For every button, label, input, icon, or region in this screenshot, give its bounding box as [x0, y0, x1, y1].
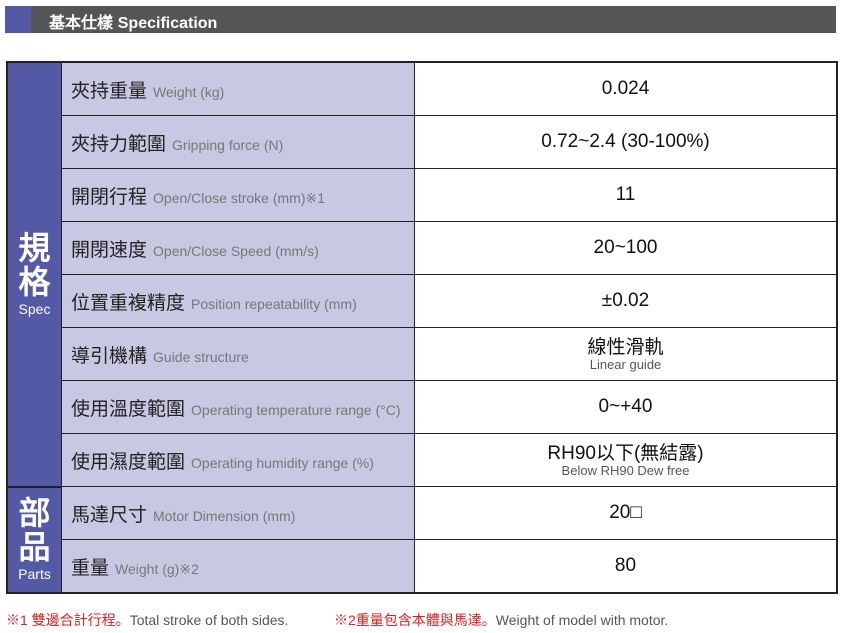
- group-label-zh: 部品: [18, 494, 51, 567]
- value-main: 線性滑軌: [587, 337, 664, 358]
- spec-row: 開閉行程 Open/Close stroke (mm)※1 11: [7, 168, 838, 222]
- spec-label: 重量 Weight (g)※2: [61, 539, 415, 594]
- label-zh: 馬達尺寸: [71, 503, 148, 526]
- label-en: Position repeatability (mm): [191, 295, 357, 312]
- label-zh: 開閉行程: [71, 185, 148, 208]
- value-sub: Linear guide: [589, 357, 662, 372]
- label-zh: 使用濕度範圍: [71, 450, 186, 473]
- label-en: Weight (g): [115, 560, 180, 577]
- spec-value: ±0.02: [414, 274, 838, 328]
- label-en: Open/Close Speed (mm/s): [153, 242, 319, 259]
- label-zh: 夾持重量: [71, 79, 148, 102]
- section-header: 基本仕樣 Specification: [5, 6, 836, 33]
- spec-row: 夾持力範圍 Gripping force (N) 0.72~2.4 (30-100%…: [7, 115, 838, 169]
- label-en: Gripping force (N): [172, 136, 284, 153]
- header-accent-block: [5, 6, 31, 33]
- value-main: 0.72~2.4 (30-100%): [541, 131, 710, 152]
- title-zh: 基本仕樣: [49, 15, 114, 32]
- spec-label: 馬達尺寸 Motor Dimension (mm): [61, 486, 415, 540]
- note-mark: ※2: [179, 560, 199, 577]
- spec-label: 位置重複精度 Position repeatability (mm): [61, 274, 415, 328]
- footnote-2: ※2重量包含本體與馬達。Weight of model with motor.: [334, 610, 668, 630]
- title-en: Specification: [117, 15, 218, 32]
- spec-value: 11: [414, 168, 838, 222]
- spec-value: RH90以下(無結露) Below RH90 Dew free: [414, 433, 838, 487]
- spec-row: 使用濕度範圍 Operating humidity range (%) RH90以下…: [7, 433, 838, 487]
- value-sub: Below RH90 Dew free: [561, 463, 690, 478]
- spec-label: 夾持力範圍 Gripping force (N): [61, 115, 415, 169]
- label-en: Operating humidity range (%): [191, 454, 374, 471]
- footnote-1: ※1 雙邊合計行程。Total stroke of both sides.: [6, 610, 288, 630]
- value-main: ±0.02: [601, 290, 650, 311]
- label-zh: 開閉速度: [71, 238, 148, 261]
- spec-row: 重量 Weight (g)※2 80: [7, 539, 838, 594]
- spec-value: 80: [414, 539, 838, 594]
- footnote-mark: ※1 雙邊合計行程。: [6, 612, 130, 628]
- spec-label: 使用濕度範圍 Operating humidity range (%): [61, 433, 415, 487]
- section-title: 基本仕樣 Specification: [49, 9, 217, 33]
- label-en: Open/Close stroke (mm): [153, 189, 306, 206]
- footnote-text: Weight of model with motor.: [495, 612, 669, 628]
- label-en: Guide structure: [153, 348, 249, 365]
- label-en: Motor Dimension (mm): [153, 507, 296, 524]
- spec-table: 規格 Spec 夾持重量 Weight (kg) 0.024 夾持力範圍 Gripping …: [6, 61, 838, 594]
- label-zh: 使用溫度範圍: [71, 397, 186, 420]
- spec-row: 導引機構 Guide structure 線性滑軌 Linear guide: [7, 327, 838, 381]
- spec-value: 20□: [414, 486, 838, 540]
- label-zh: 導引機構: [71, 344, 148, 367]
- spec-value: 線性滑軌 Linear guide: [414, 327, 838, 381]
- group-parts: 部品 Parts: [6, 486, 62, 594]
- value-main: 0.024: [601, 78, 650, 99]
- label-en: Weight (kg): [153, 83, 225, 100]
- note-mark: ※1: [305, 189, 326, 206]
- footnote-text: Total stroke of both sides.: [129, 612, 289, 628]
- spec-label: 使用溫度範圍 Operating temperature range (°C): [61, 380, 415, 434]
- value-main: 20~100: [593, 237, 658, 258]
- spec-label: 夾持重量 Weight (kg): [61, 61, 415, 116]
- spec-row: 規格 Spec 夾持重量 Weight (kg) 0.024: [6, 61, 838, 488]
- value-main: 0~+40: [598, 396, 653, 417]
- spec-row: 位置重複精度 Position repeatability (mm) ±0.02: [7, 274, 838, 328]
- value-main: 80: [614, 555, 637, 576]
- group-spec: 規格 Spec: [6, 61, 62, 488]
- value-main: RH90以下(無結露): [547, 443, 704, 464]
- spec-row: 開閉速度 Open/Close Speed (mm/s) 20~100: [7, 221, 838, 275]
- spec-value: 0.024: [414, 61, 838, 116]
- value-main: 11: [615, 184, 636, 205]
- spec-label: 開閉速度 Open/Close Speed (mm/s): [61, 221, 415, 275]
- value-main: 20□: [609, 502, 642, 523]
- spec-row: 部品 Parts 馬達尺寸 Motor Dimension (mm) 20□: [6, 486, 838, 594]
- spec-value: 0.72~2.4 (30-100%): [414, 115, 838, 169]
- spec-label: 開閉行程 Open/Close stroke (mm)※1: [61, 168, 415, 222]
- label-zh: 位置重複精度: [71, 291, 186, 314]
- group-label-zh: 規格: [18, 228, 51, 301]
- label-zh: 夾持力範圍: [71, 132, 167, 155]
- label-zh: 重量: [71, 556, 110, 579]
- spec-row: 使用溫度範圍 Operating temperature range (°C) 0~…: [7, 380, 838, 434]
- spec-value: 0~+40: [414, 380, 838, 434]
- group-label-en: Spec: [18, 300, 51, 317]
- spec-value: 20~100: [414, 221, 838, 275]
- spec-label: 導引機構 Guide structure: [61, 327, 415, 381]
- footnote-mark: ※2重量包含本體與馬達。: [334, 612, 496, 628]
- group-label-en: Parts: [18, 566, 51, 583]
- label-en: Operating temperature range (°C): [191, 401, 401, 418]
